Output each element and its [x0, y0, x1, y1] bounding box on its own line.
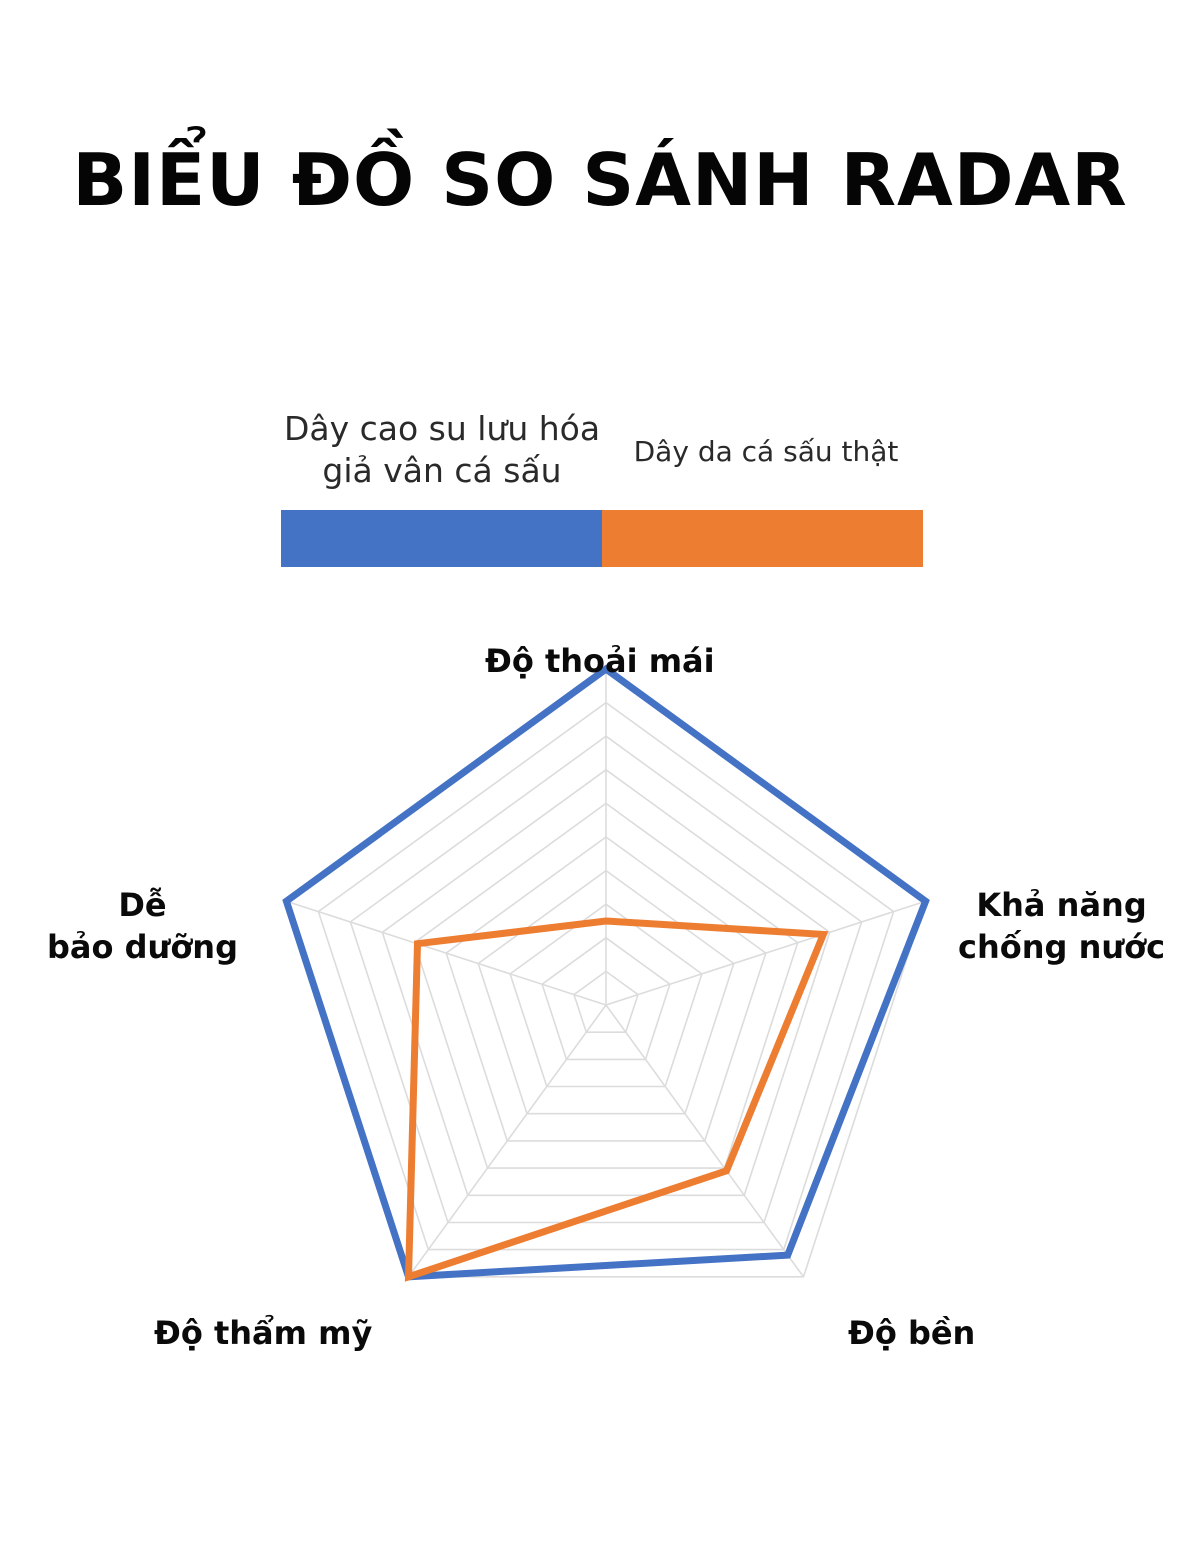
- series-polygon-1: [404, 917, 829, 1282]
- axis-label-water-resistance: Khả năng chống nước: [958, 886, 1166, 966]
- chart-title: BIỂU ĐỒ SO SÁNH RADAR: [72, 138, 1128, 222]
- grid-ring-7: [381, 768, 831, 1197]
- legend-swatch-rubber: [281, 510, 602, 567]
- axis-label-easy-maintenance: Dễ bảo dưỡng: [47, 886, 238, 966]
- grid-ring-9: [317, 701, 895, 1251]
- legend-label-leather: Dây da cá sấu thật: [633, 435, 899, 468]
- axis-label-comfort: Độ thoải mái: [485, 642, 715, 680]
- legend-swatch-leather: [602, 510, 923, 567]
- axis-label-aesthetics: Độ thẩm mỹ: [154, 1314, 373, 1352]
- series-polygon-0: [282, 664, 930, 1281]
- grid-spoke-3: [407, 1004, 607, 1278]
- grid-ring-3: [509, 903, 703, 1088]
- grid-spoke-1: [605, 900, 926, 1006]
- legend-label-rubber: Dây cao su lưu hóa giả vân cá sấu: [283, 409, 601, 490]
- grid-spoke-4: [286, 900, 607, 1006]
- grid-ring-6: [413, 802, 799, 1169]
- grid-ring-4: [477, 869, 735, 1115]
- grid-spoke-2: [605, 1004, 805, 1278]
- grid-ring-8: [349, 735, 863, 1224]
- axis-label-durability: Độ bền: [848, 1314, 976, 1352]
- grid-ring-1: [573, 970, 639, 1033]
- radar-series: [282, 664, 930, 1282]
- grid-ring-2: [541, 936, 671, 1061]
